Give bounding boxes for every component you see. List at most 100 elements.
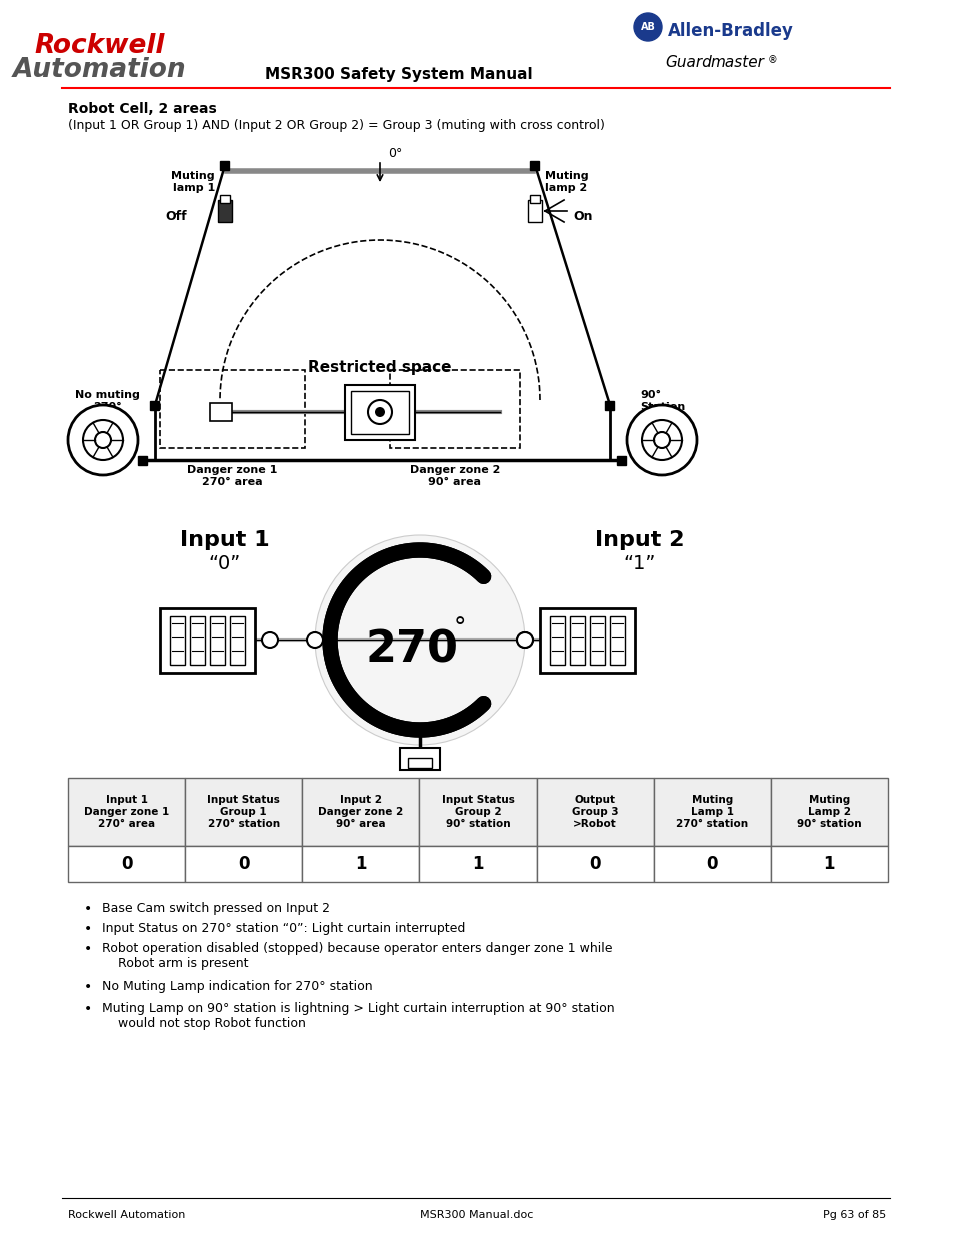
- Text: master: master: [709, 56, 763, 70]
- Bar: [151, 400, 159, 410]
- Bar: [617, 456, 626, 464]
- Text: “0”: “0”: [209, 555, 241, 573]
- Bar: [170, 615, 185, 664]
- Circle shape: [68, 405, 138, 475]
- Text: •: •: [84, 902, 92, 916]
- Bar: [218, 200, 232, 222]
- Circle shape: [634, 14, 661, 41]
- Bar: [210, 403, 232, 421]
- Text: ®: ®: [767, 56, 777, 65]
- Text: 90°
Station: 90° Station: [639, 390, 684, 411]
- Text: Robot operation disabled (stopped) because operator enters danger zone 1 while
 : Robot operation disabled (stopped) becau…: [102, 942, 612, 969]
- Circle shape: [375, 408, 385, 417]
- Bar: [419, 846, 536, 882]
- Bar: [68, 846, 185, 882]
- Bar: [185, 846, 302, 882]
- Bar: [530, 161, 539, 169]
- Text: Rockwell: Rockwell: [34, 33, 165, 59]
- Circle shape: [517, 632, 533, 648]
- Circle shape: [517, 632, 533, 648]
- Text: AB: AB: [639, 22, 655, 32]
- Bar: [345, 384, 415, 440]
- Text: 1: 1: [472, 855, 483, 873]
- Bar: [230, 615, 245, 664]
- Text: Guard: Guard: [664, 56, 711, 70]
- Text: (Input 1 OR Group 1) AND (Input 2 OR Group 2) = Group 3 (muting with cross contr: (Input 1 OR Group 1) AND (Input 2 OR Gro…: [68, 119, 604, 132]
- Bar: [68, 778, 185, 846]
- Text: Allen-Bradley: Allen-Bradley: [667, 22, 793, 40]
- Circle shape: [262, 632, 277, 648]
- Circle shape: [307, 632, 323, 648]
- Bar: [539, 608, 635, 673]
- Text: •: •: [84, 923, 92, 936]
- Text: Off: Off: [165, 210, 187, 224]
- Text: Muting
Lamp 1
270° station: Muting Lamp 1 270° station: [676, 795, 747, 829]
- Text: °: °: [454, 616, 466, 640]
- Text: 1: 1: [355, 855, 366, 873]
- Bar: [419, 778, 536, 846]
- Bar: [589, 615, 604, 664]
- Text: Input Status on 270° station “0”: Light curtain interrupted: Input Status on 270° station “0”: Light …: [102, 923, 465, 935]
- Text: Input 2: Input 2: [595, 530, 684, 550]
- Bar: [569, 615, 584, 664]
- Circle shape: [314, 535, 524, 745]
- Text: No muting
270°
Station: No muting 270° Station: [75, 390, 140, 424]
- Text: Input Status
Group 1
270° station: Input Status Group 1 270° station: [207, 795, 280, 829]
- Text: 270: 270: [365, 629, 458, 672]
- Bar: [185, 778, 302, 846]
- Bar: [302, 778, 419, 846]
- Text: 0: 0: [237, 855, 249, 873]
- Bar: [536, 846, 653, 882]
- Text: Muting
Lamp 2
90° station: Muting Lamp 2 90° station: [797, 795, 861, 829]
- Circle shape: [641, 420, 681, 459]
- Text: Robot Cell, 2 areas: Robot Cell, 2 areas: [68, 103, 216, 116]
- Text: •: •: [84, 1002, 92, 1016]
- Text: 1: 1: [822, 855, 834, 873]
- Text: Rockwell Automation: Rockwell Automation: [68, 1210, 185, 1220]
- Text: •: •: [84, 981, 92, 994]
- Bar: [390, 370, 519, 448]
- Text: MSR300 Manual.doc: MSR300 Manual.doc: [420, 1210, 533, 1220]
- Text: Pg 63 of 85: Pg 63 of 85: [821, 1210, 885, 1220]
- Text: Input Status
Group 2
90° station: Input Status Group 2 90° station: [441, 795, 514, 829]
- Bar: [220, 161, 230, 169]
- Text: “1”: “1”: [623, 555, 656, 573]
- Text: Automation: Automation: [13, 57, 187, 83]
- Bar: [190, 615, 205, 664]
- Bar: [653, 778, 770, 846]
- Text: Input 1: Input 1: [180, 530, 270, 550]
- Text: Danger zone 2
90° area: Danger zone 2 90° area: [410, 466, 499, 487]
- Bar: [138, 456, 148, 464]
- Text: •: •: [84, 942, 92, 956]
- Bar: [210, 615, 225, 664]
- Bar: [399, 748, 439, 769]
- Text: 0: 0: [706, 855, 718, 873]
- Text: Output
Group 3
>Robot: Output Group 3 >Robot: [571, 795, 618, 829]
- Text: Muting Lamp on 90° station is lightning > Light curtain interruption at 90° stat: Muting Lamp on 90° station is lightning …: [102, 1002, 614, 1030]
- Bar: [605, 400, 614, 410]
- Text: MSR300 Safety System Manual: MSR300 Safety System Manual: [265, 67, 532, 82]
- Text: 0°: 0°: [388, 147, 402, 161]
- Text: Input 2
Danger zone 2
90° area: Input 2 Danger zone 2 90° area: [318, 795, 403, 829]
- Circle shape: [95, 432, 111, 448]
- Bar: [160, 370, 305, 448]
- Bar: [550, 615, 564, 664]
- Bar: [536, 778, 653, 846]
- Text: Base Cam switch pressed on Input 2: Base Cam switch pressed on Input 2: [102, 902, 330, 915]
- Text: On: On: [573, 210, 592, 224]
- Bar: [770, 846, 887, 882]
- Circle shape: [626, 405, 697, 475]
- Text: Muting
lamp 2: Muting lamp 2: [544, 172, 588, 193]
- Bar: [527, 200, 541, 222]
- Bar: [530, 195, 539, 203]
- Text: Input 1
Danger zone 1
270° area: Input 1 Danger zone 1 270° area: [84, 795, 169, 829]
- Circle shape: [368, 400, 392, 424]
- Text: Muting
lamp 1: Muting lamp 1: [172, 172, 214, 193]
- Text: Danger zone 1
270° area: Danger zone 1 270° area: [187, 466, 277, 487]
- Bar: [770, 778, 887, 846]
- Bar: [351, 390, 409, 433]
- Text: 0: 0: [121, 855, 132, 873]
- Bar: [609, 615, 624, 664]
- Bar: [160, 608, 254, 673]
- Bar: [408, 758, 432, 768]
